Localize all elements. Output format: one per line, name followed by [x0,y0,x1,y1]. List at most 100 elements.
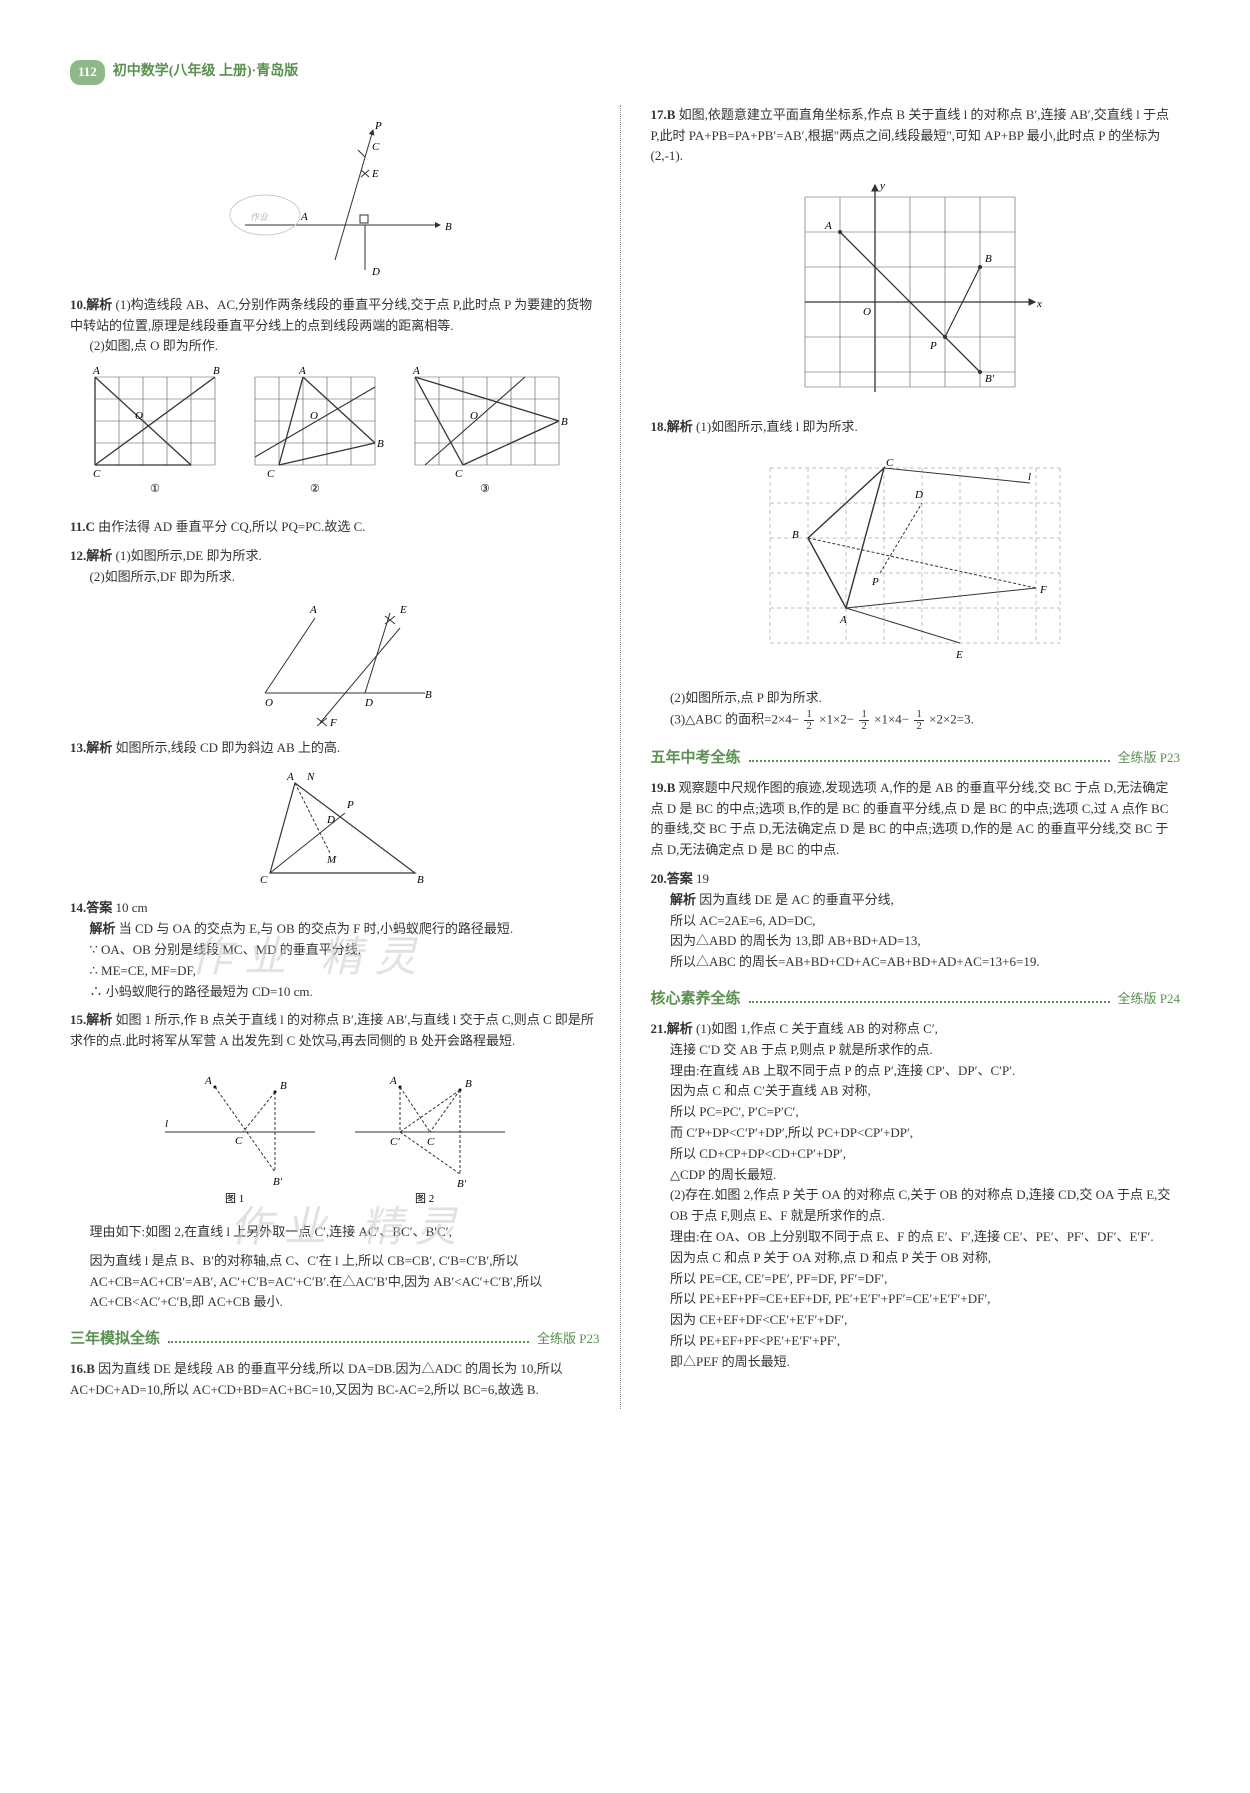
svg-text:B: B [792,529,799,541]
figure-18: BAC Fl DPE [651,448,1181,678]
item-18-p3d: ×2×2=3. [929,711,974,726]
section-core: 核心素养全练 全练版 P24 [651,987,1181,1011]
item-11-num: 11.C [70,519,95,534]
section-3yr-title: 三年模拟全练 [70,1327,160,1351]
svg-text:A: A [412,367,420,377]
item-18-p3a: (3)△ABC 的面积=2×4− [670,711,799,726]
item-20-l3: 因为△ABD 的周长为 13,即 AB+BD+AD=13, [670,931,1180,952]
item-21-p1l1: (1)如图 1,作点 C 关于直线 AB 的对称点 C′, [696,1021,938,1036]
item-14-elabel: 解析 [90,921,116,936]
svg-text:C: C [267,468,275,480]
svg-text:B: B [465,1078,472,1090]
item-17-num: 17.B [651,107,676,122]
svg-text:D: D [364,697,373,709]
item-10-text1: (1)构造线段 AB、AC,分别作两条线段的垂直平分线,交于点 P,此时点 P … [70,297,592,333]
svg-text:B: B [280,1080,287,1092]
item-18-p3b: ×1×2− [819,711,854,726]
item-12-p1: (1)如图所示,DE 即为所求. [116,548,262,563]
item-14-l1: 当 CD 与 OA 的交点为 E,与 OB 的交点为 F 时,小蚂蚁爬行的路径最… [119,921,513,936]
svg-text:B: B [213,367,220,377]
svg-text:C: C [455,468,463,480]
item-21-p1l3: 理由:在直线 AB 上取不同于点 P 的点 P′,连接 CP′、DP′、C′P′… [670,1061,1180,1082]
item-15-label: 解析 [86,1012,112,1027]
item-16: 16.B 因为直线 DE 是线段 AB 的垂直平分线,所以 DA=DB.因为△A… [70,1359,600,1401]
svg-text:O: O [310,410,318,422]
svg-text:E: E [399,604,407,616]
svg-text:F: F [329,717,337,728]
svg-text:P: P [374,120,382,132]
item-21-label: 解析 [667,1021,693,1036]
item-18-label: 解析 [667,419,693,434]
item-20-l1: 因为直线 DE 是 AC 的垂直平分线, [699,892,894,907]
item-14-alabel: 答案 [86,900,112,915]
item-20-ans: 19 [696,871,709,886]
right-column: 17.B 如图,依题意建立平面直角坐标系,作点 B 关于直线 l 的对称点 B′… [651,105,1181,1409]
section-3yr: 三年模拟全练 全练版 P23 [70,1327,600,1351]
page-number-badge: 112 [70,60,105,85]
item-21-p2l2: 理由:在 OA、OB 上分别取不同于点 E、F 的点 E′、F′,连接 CE′、… [670,1227,1180,1248]
frac-1-2c: 12 [914,709,924,732]
item-16-text: 因为直线 DE 是线段 AB 的垂直平分线,所以 DA=DB.因为△ADC 的周… [70,1361,563,1397]
item-20-l2: 所以 AC=2AE=6, AD=DC, [670,911,1180,932]
svg-text:A: A [204,1075,212,1087]
svg-text:①: ① [150,483,160,495]
item-14: 14.答案 10 cm 解析 当 CD 与 OA 的交点为 E,与 OB 的交点… [70,898,600,1002]
svg-text:B: B [425,689,432,701]
item-14-l3: ∴ ME=CE, MF=DF, [90,961,600,982]
item-20-alabel: 答案 [667,871,693,886]
item-16-num: 16.B [70,1361,95,1376]
item-11: 11.C 由作法得 AD 垂直平分 CQ,所以 PQ=PC.故选 C. [70,517,600,538]
item-21-p1l7: 所以 CD+CP+DP<CD+CP′+DP′, [670,1144,1180,1165]
item-13-num: 13. [70,740,86,755]
svg-text:D: D [914,489,923,501]
item-21-num: 21. [651,1021,667,1036]
item-12-label: 解析 [86,548,112,563]
svg-text:作业: 作业 [250,212,269,222]
svg-text:C: C [93,468,101,480]
svg-text:N: N [306,771,315,783]
item-14-ans: 10 cm [116,900,148,915]
svg-text:B′: B′ [985,373,995,385]
svg-text:A: A [286,771,294,783]
item-11-text: 由作法得 AD 垂直平分 CQ,所以 PQ=PC.故选 C. [98,519,365,534]
item-21: 21.解析 (1)如图 1,作点 C 关于直线 AB 的对称点 C′, 连接 C… [651,1019,1181,1373]
section-5yr: 五年中考全练 全练版 P23 [651,746,1181,770]
left-column: 作业 A B C E D P 10.解析 (1)构造线段 AB、AC,分别作两条… [70,105,621,1409]
svg-text:③: ③ [480,483,490,495]
item-18-p1: (1)如图所示,直线 l 即为所求. [696,419,858,434]
item-21-p1l2: 连接 C′D 交 AB 于点 P,则点 P 就是所求作的点. [670,1040,1180,1061]
section-3yr-ref: 全练版 P23 [537,1329,599,1350]
svg-text:A: A [824,220,832,232]
svg-text:C: C [235,1135,243,1147]
item-15-reason2: 因为直线 l 是点 B、B′的对称轴,点 C、C′在 l 上,所以 CB=CB′… [90,1251,600,1313]
figure-17: yxO A B B′ P [651,177,1181,407]
svg-text:A: A [298,367,306,377]
item-20-elabel: 解析 [670,892,696,907]
svg-text:D: D [371,266,380,278]
figure-12: AEB ODF [70,598,600,728]
item-18-p3c: ×1×4− [874,711,909,726]
svg-text:F: F [1039,584,1047,596]
svg-text:B′: B′ [457,1178,467,1190]
item-17-text: 如图,依题意建立平面直角坐标系,作点 B 关于直线 l 的对称点 B′,连接 A… [651,107,1169,164]
item-17: 17.B 如图,依题意建立平面直角坐标系,作点 B 关于直线 l 的对称点 B′… [651,105,1181,167]
item-14-l4: ∴ 小蚂蚁爬行的路径最短为 CD=10 cm. [90,982,600,1003]
svg-text:P: P [871,576,879,588]
item-10: 10.解析 (1)构造线段 AB、AC,分别作两条线段的垂直平分线,交于点 P,… [70,295,600,357]
item-13: 13.解析 如图所示,线段 CD 即为斜边 AB 上的高. [70,738,600,759]
item-10-text2: (2)如图,点 O 即为所作. [90,336,600,357]
item-14-l2: ∵ OA、OB 分别是线段 MC、MD 的垂直平分线, [90,940,600,961]
item-20: 20.答案 19 解析 因为直线 DE 是 AC 的垂直平分线, 所以 AC=2… [651,869,1181,973]
svg-text:图 2: 图 2 [415,1192,434,1205]
svg-text:B: B [985,253,992,265]
item-21-p2l6: 因为 CE+EF+DF<CE′+E′F′+DF′, [670,1310,1180,1331]
svg-text:P: P [346,799,354,811]
section-5yr-ref: 全练版 P23 [1118,748,1180,769]
section-5yr-title: 五年中考全练 [651,746,741,770]
item-15-num: 15. [70,1012,86,1027]
item-20-l4: 所以△ABC 的周长=AB+BD+CD+AC=AB+BD+AD+AC=13+6=… [670,952,1180,973]
item-21-p1l5: 所以 PC=PC′, P′C=P′C′, [670,1102,1180,1123]
svg-text:C′: C′ [390,1136,400,1148]
svg-text:E: E [371,168,379,180]
page-title: 初中数学(八年级 上册)·青岛版 [113,61,299,83]
